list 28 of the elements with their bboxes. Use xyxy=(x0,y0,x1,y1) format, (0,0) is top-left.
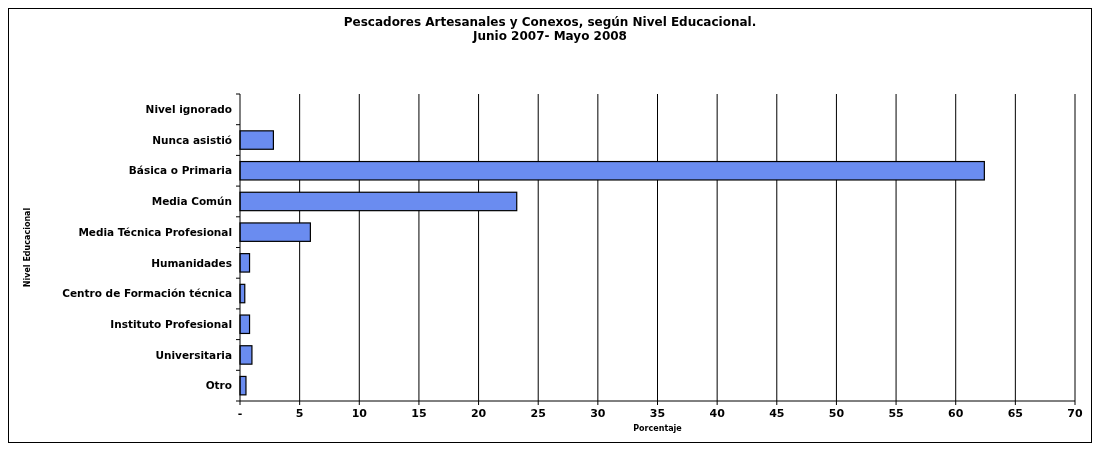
x-tick-label: 5 xyxy=(295,407,304,420)
y-tick-label: Humanidades xyxy=(151,256,232,269)
x-tick-label: 10 xyxy=(351,407,368,420)
x-tick-label: 60 xyxy=(948,407,964,420)
y-tick-label: Otro xyxy=(205,379,232,392)
y-tick-label: Básica o Primaria xyxy=(128,164,232,177)
x-tick-label: 40 xyxy=(709,407,726,420)
x-tick-label: 45 xyxy=(769,407,785,420)
x-tick-label: 65 xyxy=(1007,407,1024,420)
y-tick-label: Nunca asistió xyxy=(152,133,232,146)
x-tick-label: 15 xyxy=(411,407,427,420)
x-tick-label: 35 xyxy=(649,407,666,420)
x-axis-title: Porcentaje xyxy=(633,424,683,433)
x-tick-label: 25 xyxy=(530,407,546,420)
y-tick-label: Centro de Formación técnica xyxy=(62,287,232,300)
y-axis-title: Nivel Educacional xyxy=(23,207,32,288)
x-tick-label: 55 xyxy=(888,407,904,420)
y-tick-label: Instituto Profesional xyxy=(110,317,232,330)
y-tick-label: Media Común xyxy=(151,195,232,208)
x-tick-label: 50 xyxy=(828,407,845,420)
y-tick-label: Universitaria xyxy=(155,348,232,361)
x-tick-label: 20 xyxy=(470,407,487,420)
y-tick-label: Nivel ignorado xyxy=(145,103,232,116)
x-tick-label: - xyxy=(237,407,243,420)
y-tick-label: Media Técnica Profesional xyxy=(78,225,232,238)
chart-title: Pescadores Artesanales y Conexos, según Nivel Educacional. Junio 2007- Mayo 2008 xyxy=(343,15,757,43)
x-tick-label: 30 xyxy=(590,407,606,420)
x-tick-label: 70 xyxy=(1067,407,1083,420)
